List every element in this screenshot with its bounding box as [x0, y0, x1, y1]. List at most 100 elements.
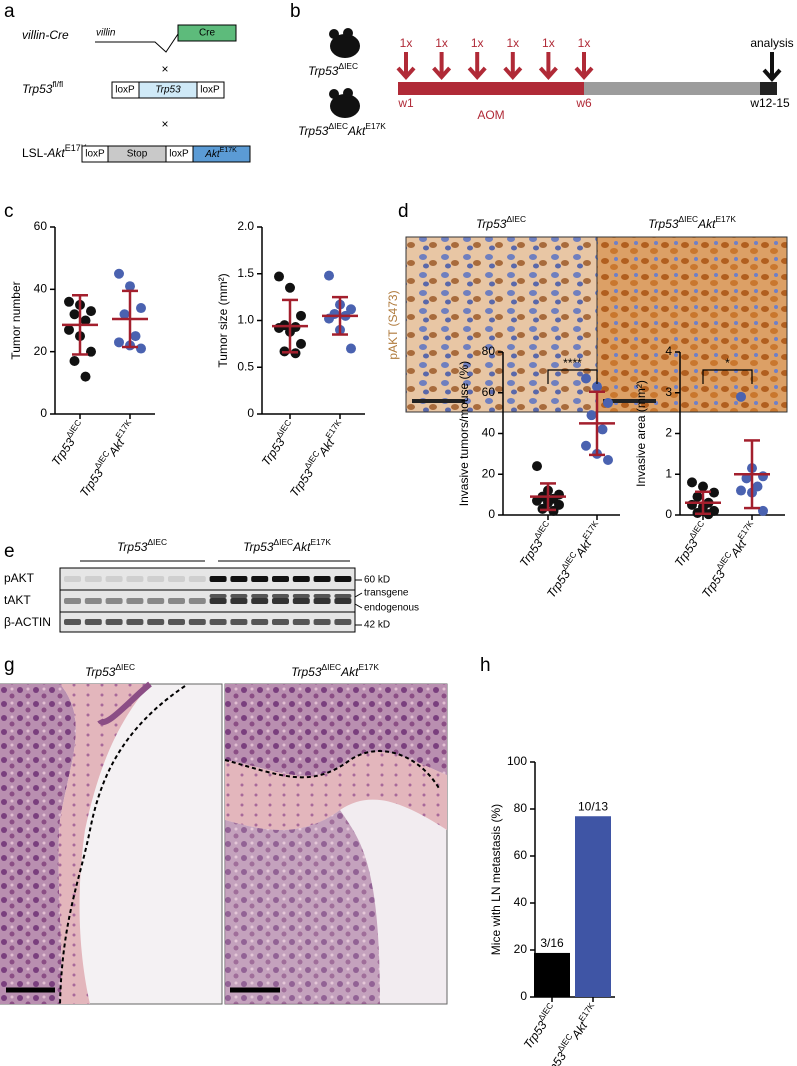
data-point: [80, 371, 91, 382]
y-tick-label: 1.0: [237, 313, 254, 327]
blot-band: [313, 576, 331, 582]
dose-arrow: [396, 52, 416, 81]
akt-box: [192, 145, 251, 163]
blot-strip: [59, 611, 356, 633]
blot-band: [64, 619, 81, 625]
x-tick-label: Trp53ΔIEC: [46, 418, 89, 469]
blot-band: [84, 598, 102, 604]
treatment-label: AOM: [477, 108, 504, 122]
box-label: loxP: [200, 85, 220, 96]
blot-band: [313, 619, 331, 625]
panel-label: h: [480, 655, 491, 676]
data-point: [274, 271, 284, 282]
blot-band: [292, 594, 310, 598]
blot-title: Trp53ΔIEC: [117, 537, 167, 554]
data-point: [736, 485, 746, 496]
label-part: Trp53: [243, 540, 274, 554]
label-part: ΔIEC: [679, 214, 699, 224]
blot-band: [209, 619, 227, 625]
blot-band: [313, 594, 331, 598]
y-tick-label: 1.5: [237, 266, 254, 280]
dose-arrow: [574, 52, 594, 81]
x-tick-label: Trp53ΔIEC: [256, 418, 299, 469]
blot-band: [64, 576, 81, 582]
size-marker: 60 kD: [364, 575, 390, 586]
box-label: loxP: [169, 149, 189, 160]
blot-band: [168, 619, 185, 625]
label-part: Trp53: [540, 1049, 569, 1066]
data-point: [130, 331, 141, 342]
dose-label: 1x: [400, 36, 413, 50]
label-part: fl/fl: [52, 79, 63, 89]
size-marker: 42 kD: [364, 620, 390, 631]
blot-band: [84, 619, 102, 625]
label-part: ΔIEC: [115, 662, 135, 672]
label-part: Akt: [347, 124, 366, 138]
loxp-box: [196, 81, 225, 99]
chase-period: [584, 82, 760, 95]
y-axis-label: Invasive tumors/mouse (%): [457, 361, 471, 506]
label-part: ΔIEC: [274, 537, 294, 547]
label-part: ΔIEC: [64, 418, 83, 440]
label-part: E17K: [113, 417, 133, 440]
ihc-image: [405, 236, 598, 413]
data-point: [274, 322, 284, 333]
dose-label: 1x: [542, 36, 555, 50]
data-point: [119, 309, 130, 320]
y-axis-label: Invasive area (mm²): [634, 380, 648, 487]
box-label: Trp53: [155, 85, 181, 96]
significance-bracket: [702, 369, 753, 384]
label-part: Akt: [46, 146, 65, 160]
y-tick-label: 60: [514, 848, 528, 862]
stain-label: pAKT (S473): [386, 290, 400, 359]
aom-period: [398, 82, 584, 95]
data-point: [296, 338, 306, 349]
label-part: E17K: [65, 143, 87, 153]
blot-band: [168, 598, 185, 604]
week-label: w1: [397, 96, 414, 110]
image-title: Trp53ΔIECAktE17K: [291, 662, 379, 679]
row-label: β-ACTIN: [4, 615, 51, 629]
row-label: pAKT: [4, 571, 35, 585]
tumor-region: [0, 684, 76, 1004]
y-tick-label: 4: [665, 344, 672, 358]
gene-label: villin: [96, 28, 116, 39]
data-point: [758, 471, 768, 482]
blot-band: [292, 619, 310, 625]
blot-band: [292, 576, 310, 582]
data-point: [285, 282, 295, 293]
data-point: [136, 343, 146, 354]
label-part: ΔIEC: [147, 537, 167, 547]
y-axis-label: Mice with LN metastasis (%): [489, 804, 503, 955]
label-part: ΔIEC: [338, 61, 358, 71]
analysis-period: [760, 82, 777, 95]
data-point: [592, 381, 602, 392]
blot-band: [64, 598, 81, 604]
y-tick-label: 0: [665, 507, 672, 521]
label-part: ΔIEC: [536, 1001, 555, 1023]
stroma-region: [58, 684, 150, 1004]
data-point: [581, 373, 591, 384]
blot-band: [209, 598, 227, 604]
data-point: [125, 281, 135, 292]
data-point: [687, 477, 697, 488]
data-point: [709, 487, 719, 498]
data-point: [687, 499, 697, 510]
box-label: Cre: [199, 28, 216, 39]
y-tick-label: 0: [247, 406, 254, 420]
data-point: [698, 481, 708, 492]
y-tick-label: 80: [482, 344, 496, 358]
label-part: Trp53: [672, 536, 701, 569]
label-part: Trp53: [259, 435, 288, 468]
y-tick-label: 2: [665, 426, 672, 440]
label-part: Trp53: [699, 567, 728, 600]
significance-label: *: [725, 356, 730, 370]
cross: ×: [161, 117, 168, 131]
x-tick-label: Trp53ΔIEC: [518, 1001, 561, 1052]
invasion-front: [59, 685, 186, 1005]
label-part: E17K: [365, 121, 386, 131]
blot-band: [272, 619, 289, 625]
data-point: [296, 310, 306, 321]
image-title: Trp53ΔIEC: [85, 662, 135, 679]
